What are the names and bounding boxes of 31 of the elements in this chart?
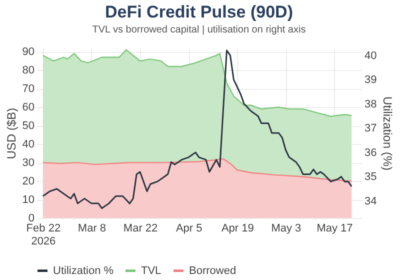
y2-tick-label: 36 bbox=[364, 146, 377, 159]
x-tick-label: Apr 5 bbox=[176, 222, 202, 234]
y2-tick-label: 38 bbox=[364, 98, 377, 110]
legend-label: Utilization % bbox=[53, 264, 114, 277]
y-tick-label: 0 bbox=[28, 212, 34, 224]
y2-tick-label: 34 bbox=[364, 196, 377, 208]
x-tick-label: May 3 bbox=[271, 222, 302, 234]
x-tick-label: Mar 8 bbox=[78, 222, 106, 234]
y-tick-label: 60 bbox=[22, 102, 34, 114]
legend-label: TVL bbox=[141, 264, 162, 277]
y-tick-label: 20 bbox=[22, 176, 34, 188]
chart-title: DeFi Credit Pulse (90D) bbox=[105, 2, 293, 22]
y-tick-label: 90 bbox=[22, 46, 34, 58]
y2-tick-label: 39 bbox=[364, 74, 377, 86]
y-tick-label: 80 bbox=[22, 64, 34, 77]
x-tick-label: Feb 22 2026 bbox=[26, 222, 61, 248]
y-tick-label: 30 bbox=[22, 157, 34, 170]
chart-subtitle: TVL vs borrowed capital | utilisation on right axis bbox=[92, 24, 306, 36]
y-tick-label: 10 bbox=[22, 194, 34, 206]
y-axis-title: USD ($B) bbox=[4, 108, 18, 160]
legend-label: Borrowed bbox=[189, 264, 236, 277]
y-tick-label: 40 bbox=[22, 138, 34, 151]
x-tick-label: Mar 22 bbox=[123, 222, 158, 234]
y-tick-label: 70 bbox=[22, 83, 34, 96]
y2-tick-label: 37 bbox=[364, 122, 377, 135]
x-tick-label: Apr 19 bbox=[221, 222, 254, 234]
y-tick-label: 50 bbox=[22, 120, 34, 132]
x-tick-label: May 17 bbox=[316, 222, 353, 234]
y2-tick-label: 40 bbox=[364, 50, 377, 62]
y2-tick-label: 35 bbox=[364, 171, 377, 184]
y2-axis-title: Utilization (%) bbox=[380, 96, 395, 171]
